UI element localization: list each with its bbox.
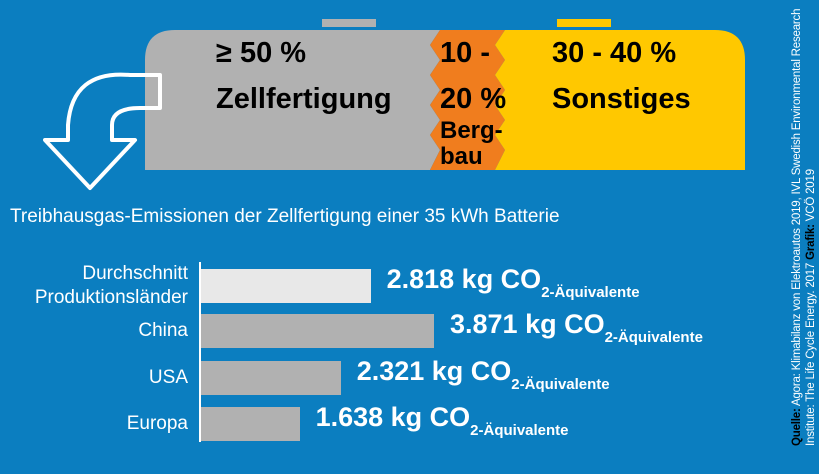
bar: [201, 361, 341, 395]
credit-text: VCÖ 2019: [805, 169, 817, 222]
bar: [201, 269, 371, 303]
category-label: Durchschnitt Produktionsländer: [34, 263, 188, 308]
category-label: Europa: [126, 413, 188, 434]
curved-arrow: [43, 72, 162, 190]
battery-text: bau: [440, 143, 483, 170]
value-label-subscript: 2-Äquivalente: [604, 329, 703, 346]
battery-text: Zellfertigung: [216, 83, 392, 115]
battery-cap: [322, 19, 376, 27]
value-label-main: 3.871 kg CO: [450, 309, 605, 339]
bar: [201, 314, 434, 348]
battery-text: Berg-: [440, 117, 503, 144]
value-label-main: 1.638 kg CO: [315, 402, 471, 432]
battery-graphic: ≥ 50 % Zellfertigung 10 - 20 % Berg- bau…: [43, 19, 745, 190]
value-label: 2.818 kg CO2-Äquivalente: [386, 264, 640, 301]
value-label-subscript: 2-Äquivalente: [511, 376, 610, 393]
battery-gray: [145, 30, 440, 170]
value-label-subscript: 2-Äquivalente: [541, 284, 640, 301]
value-label-main: 2.818 kg CO: [386, 264, 542, 294]
source-label: Quelle:: [791, 408, 803, 446]
bar: [201, 407, 300, 441]
battery-text: Sonstiges: [552, 83, 691, 115]
credit-label: Grafik:: [805, 224, 817, 260]
value-label-subscript: 2-Äquivalente: [470, 422, 569, 439]
battery-cap: [557, 19, 611, 27]
battery-orange: [430, 30, 505, 170]
category-label: USA: [148, 367, 188, 388]
battery-text: 30 - 40 %: [552, 37, 676, 69]
value-label: 1.638 kg CO2-Äquivalente: [315, 402, 569, 439]
battery-text: ≥ 50 %: [216, 37, 306, 69]
axis-line: [199, 262, 201, 442]
source-note: Quelle: Agora: Klimabilanz von Elektroau…: [790, 6, 818, 446]
value-label: 2.321 kg CO2-Äquivalente: [356, 356, 610, 393]
chart-title: Treibhausgas-Emissionen der Zellfertigun…: [10, 206, 560, 227]
category-label: China: [138, 320, 188, 341]
value-label-main: 2.321 kg CO: [356, 356, 512, 386]
battery-text: 20 %: [440, 83, 506, 115]
battery-text: 10 -: [440, 37, 490, 69]
battery-yellow: [495, 30, 745, 170]
value-label: 3.871 kg CO2-Äquivalente: [450, 309, 703, 346]
